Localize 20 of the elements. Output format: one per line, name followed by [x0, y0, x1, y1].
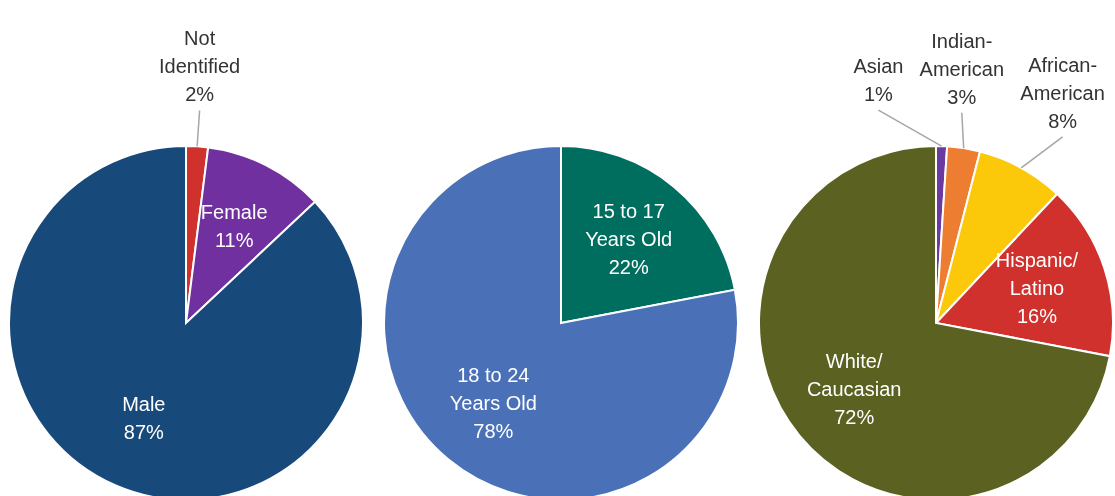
data-label: 11%: [214, 229, 254, 252]
data-label: 3%: [947, 85, 977, 108]
data-label: 16%: [1016, 305, 1058, 328]
slice-label: White/Caucasian: [806, 349, 902, 400]
data-label: 8%: [1048, 110, 1078, 133]
slice-label: Female: [200, 201, 268, 224]
slice-label: African-American: [1020, 54, 1105, 105]
slice-label: Asian: [853, 55, 904, 78]
slice-label: Not Identified: [159, 27, 241, 78]
data-label: 22%: [608, 256, 649, 279]
slice-label: 18 to 24 Years Old: [449, 364, 537, 415]
data-label: 78%: [473, 420, 514, 443]
data-label: 87%: [123, 421, 165, 444]
data-label: 1%: [863, 83, 894, 106]
slice-label: Hispanic/Latino: [995, 249, 1079, 300]
data-label: 72%: [834, 405, 875, 428]
slice-label: Male: [122, 393, 166, 416]
slice-label: 15 to 17 Years Old: [585, 200, 673, 251]
data-label: 2%: [185, 83, 215, 106]
slice-label: Indian-American: [919, 29, 1005, 80]
